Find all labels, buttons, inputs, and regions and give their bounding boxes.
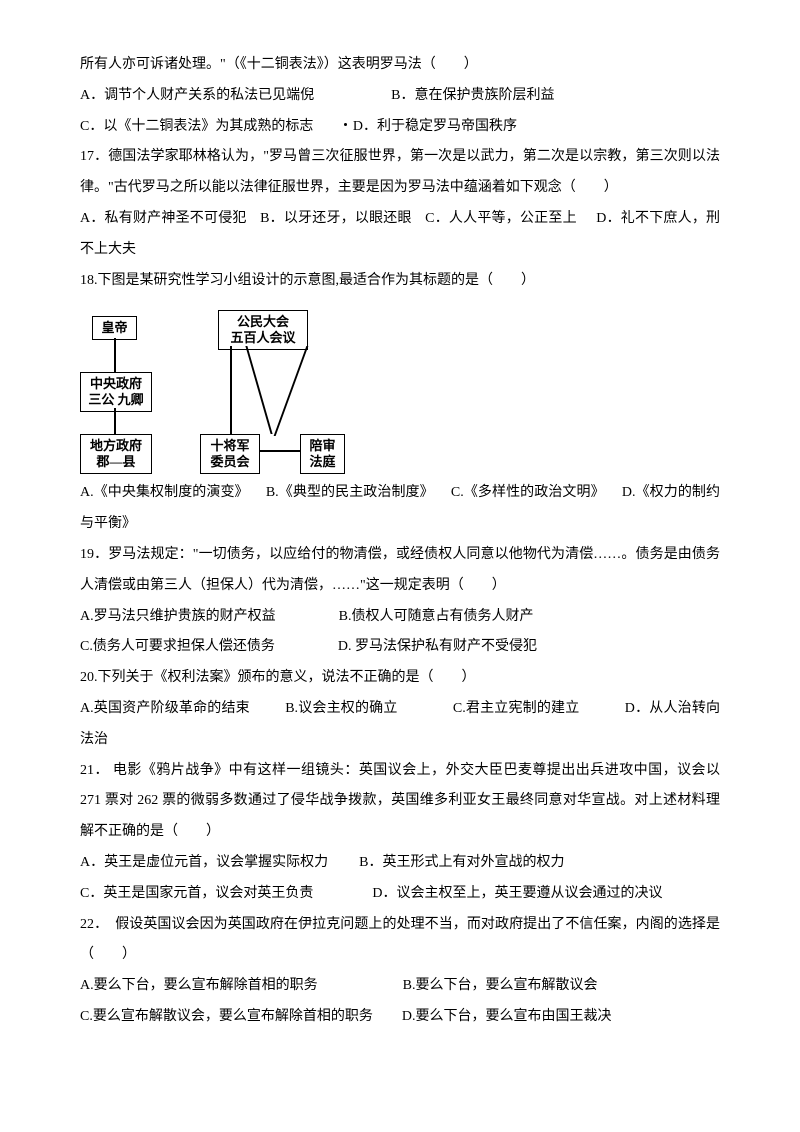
line (260, 450, 300, 452)
q21-optD: D．议会主权至上，英王要遵从议会通过的决议 (372, 886, 662, 901)
line (114, 408, 116, 434)
node-local-gov: 地方政府郡—县 (80, 434, 152, 473)
node-assembly: 公民大会五百人会议 (218, 310, 308, 349)
bullet-icon (344, 123, 347, 126)
q18-stem: 18.下图是某研究性学习小组设计的示意图,最适合作为其标题的是（ ） (80, 266, 720, 297)
q22-row1: A.要么下台，要么宣布解除首相的职务 B.要么下台，要么宣布解散议会 (80, 971, 720, 1002)
q19-stem: 19．罗马法规定："一切债务，以应给付的物清偿，或经债权人同意以他物代为清偿……… (80, 540, 720, 602)
q22-optB: B.要么下台，要么宣布解散议会 (403, 978, 598, 993)
q19-row1: A.罗马法只维护贵族的财产权益 B.债权人可随意占有债务人财产 (80, 602, 720, 633)
q22-row2: C.要么宣布解散议会，要么宣布解除首相的职务 D.要么下台，要么宣布由国王裁决 (80, 1002, 720, 1033)
q19-row2: C.债务人可要求担保人偿还债务 D. 罗马法保护私有财产不受侵犯 (80, 632, 720, 663)
q19-optC: C.债务人可要求担保人偿还债务 (80, 639, 275, 654)
q19-optB: B.债权人可随意占有债务人财产 (339, 609, 534, 624)
q16-options-row2: C．以《十二铜表法》为其成熟的标志 D．利于稳定罗马帝国秩序 (80, 112, 720, 143)
q18-optC: C.《多样性的政治文明》 (451, 485, 605, 500)
q22-optC: C.要么宣布解散议会，要么宣布解除首相的职务 (80, 1009, 373, 1024)
q19-optA: A.罗马法只维护贵族的财产权益 (80, 609, 276, 624)
q16-optA: A．调节个人财产关系的私法已见端倪 (80, 88, 314, 103)
line (274, 346, 309, 436)
q21-optC: C．英王是国家元首，议会对英王负责 (80, 886, 313, 901)
q20-stem: 20.下列关于《权利法案》颁布的意义，说法不正确的是（ ） (80, 663, 720, 694)
q20-optA: A.英国资产阶级革命的结束 (80, 701, 250, 716)
diagram-canvas: 皇帝 中央政府三公 九卿 地方政府郡—县 公民大会五百人会议 十将军委员会 陪审… (80, 310, 370, 470)
line (230, 346, 232, 434)
q16-optD: D．利于稳定罗马帝国秩序 (353, 119, 517, 134)
q22-optA: A.要么下台，要么宣布解除首相的职务 (80, 978, 318, 993)
q16-pretext: 所有人亦可诉诸处理。"（《十二铜表法》）这表明罗马法（ ） (80, 50, 720, 81)
line (114, 338, 116, 372)
q21-optB: B．英王形式上有对外宣战的权力 (359, 855, 564, 870)
node-generals: 十将军委员会 (200, 434, 260, 473)
q20-optB: B.议会主权的确立 (285, 701, 397, 716)
q21-stem: 21． 电影《鸦片战争》中有这样一组镜头：英国议会上，外交大臣巴麦尊提出出兵进攻… (80, 756, 720, 848)
q17-optC: C．人人平等，公正至上 (425, 211, 577, 226)
q17-stem: 17．德国法学家耶林格认为，"罗马曾三次征服世界，第一次是以武力，第二次是以宗教… (80, 142, 720, 204)
q22-optD: D.要么下台，要么宣布由国王裁决 (402, 1009, 612, 1024)
node-jury: 陪审法庭 (300, 434, 345, 473)
q20-options: A.英国资产阶级革命的结束 B.议会主权的确立 C.君主立宪制的建立 D．从人治… (80, 694, 720, 756)
node-emperor: 皇帝 (92, 316, 137, 340)
q17-options: A．私有财产神圣不可侵犯 B．以牙还牙，以眼还眼 C．人人平等，公正至上 D．礼… (80, 204, 720, 266)
diagram: 皇帝 中央政府三公 九卿 地方政府郡—县 公民大会五百人会议 十将军委员会 陪审… (80, 310, 370, 470)
q17-optB: B．以牙还牙，以眼还眼 (260, 211, 412, 226)
q21-optA: A．英王是虚位元首，议会掌握实际权力 (80, 855, 328, 870)
q20-optC: C.君主立宪制的建立 (453, 701, 580, 716)
q18-options: A.《中央集权制度的演变》 B.《典型的民主政治制度》 C.《多样性的政治文明》… (80, 478, 720, 540)
q22-stem: 22． 假设英国议会因为英国政府在伊拉克问题上的处理不当，而对政府提出了不信任案… (80, 910, 720, 972)
q18-optA: A.《中央集权制度的演变》 (80, 485, 249, 500)
q21-row1: A．英王是虚位元首，议会掌握实际权力 B．英王形式上有对外宣战的权力 (80, 848, 720, 879)
document-page: 所有人亦可诉诸处理。"（《十二铜表法》）这表明罗马法（ ） A．调节个人财产关系… (0, 0, 800, 1073)
q18-optB: B.《典型的民主政治制度》 (266, 485, 434, 500)
q19-optD: D. 罗马法保护私有财产不受侵犯 (338, 639, 537, 654)
q17-optA: A．私有财产神圣不可侵犯 (80, 211, 247, 226)
line (245, 346, 272, 434)
node-central-gov: 中央政府三公 九卿 (80, 372, 152, 411)
q16-optC: C．以《十二铜表法》为其成熟的标志 (80, 119, 313, 134)
q21-row2: C．英王是国家元首，议会对英王负责 D．议会主权至上，英王要遵从议会通过的决议 (80, 879, 720, 910)
q16-options-row1: A．调节个人财产关系的私法已见端倪 B．意在保护贵族阶层利益 (80, 81, 720, 112)
q16-optB: B．意在保护贵族阶层利益 (391, 88, 554, 103)
